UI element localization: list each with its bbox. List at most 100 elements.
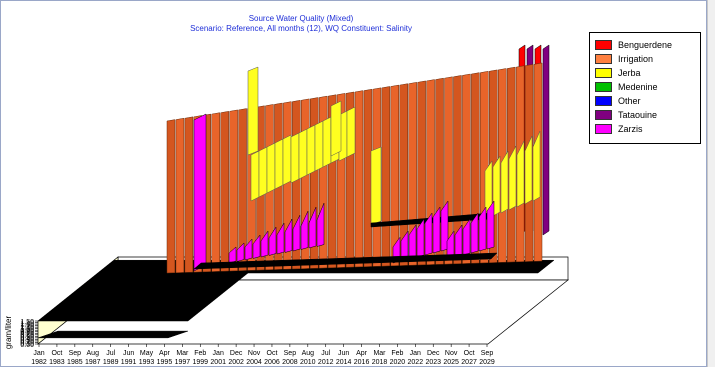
series-benguerdene-bar	[542, 44, 550, 236]
x-tick-label-year: 2010	[300, 359, 316, 366]
series-jerba-bar	[274, 138, 284, 190]
x-tick-label-year: 1983	[49, 359, 65, 366]
series-irrigation-bar	[381, 86, 391, 267]
series-jerba-spike	[247, 66, 259, 156]
x-tick-label-month: Jul	[321, 350, 330, 357]
x-tick-label-month: Jul	[106, 350, 115, 357]
series-medenine-floor	[193, 252, 498, 270]
series-jerba-bar	[258, 146, 268, 198]
legend-swatch	[595, 53, 612, 64]
x-tick-label-month: Mar	[373, 350, 386, 357]
series-zarzis-bar	[300, 210, 309, 250]
x-tick-label-month: Oct	[267, 350, 278, 357]
legend-item: Tataouine	[595, 109, 657, 120]
y-tick-label: 0.60	[20, 333, 34, 340]
series-irrigation-bar	[166, 119, 176, 274]
x-tick-label-month: Feb	[194, 350, 206, 357]
x-tick-label-month: Apr	[356, 350, 368, 357]
y-tick-label: 0.50	[20, 334, 34, 341]
plot-area: 0.000.100.200.300.400.500.600.700.800.90…	[4, 44, 569, 366]
series-jerba-bar	[314, 120, 324, 172]
series-zarzis-bar	[244, 238, 253, 261]
series-zarzis-bar	[470, 212, 479, 254]
series-zarzis-bar	[236, 242, 245, 262]
x-tick-label-month: Oct	[464, 350, 475, 357]
series-zarzis-bar	[268, 226, 277, 256]
series-zarzis-bar	[292, 214, 301, 252]
chart-subtitle: Scenario: Reference, All months (12), WQ…	[190, 24, 412, 33]
legend: Benguerdene Irrigation Jerba Medenine Other T…	[589, 32, 701, 144]
series-jerba-bar	[508, 145, 517, 211]
x-tick-label-year: 2014	[336, 359, 352, 366]
x-tick-label-month: Oct	[51, 350, 62, 357]
series-jerba-bar	[290, 132, 300, 184]
legend-swatch	[595, 95, 612, 106]
y-axis-label: gram/liter	[4, 315, 13, 349]
x-tick-label-month: Aug	[302, 350, 315, 357]
series-zarzis-bar	[308, 206, 317, 249]
x-tick-label-year: 1995	[157, 359, 173, 366]
series-group	[37, 44, 555, 339]
x-tick-label-year: 2027	[461, 359, 477, 366]
series-irrigation-bar	[211, 112, 220, 272]
series-zarzis-bar	[260, 230, 269, 258]
series-jerba-bar	[250, 150, 260, 202]
x-tick-label-year: 2023	[425, 359, 441, 366]
series-jerba-bar	[492, 155, 501, 217]
x-tick-label-year: 1991	[121, 359, 137, 366]
legend-label: Zarzis	[618, 123, 643, 134]
legend-label: Other	[618, 95, 641, 106]
x-tick-label-year: 2001	[210, 359, 226, 366]
y-tick-label: 0.10	[20, 340, 34, 347]
series-jerba-spike	[330, 100, 342, 157]
y-tick-label: 0.90	[20, 328, 34, 335]
y-tick-label: 1.50	[20, 319, 34, 326]
legend-swatch	[595, 39, 612, 50]
x-tick-label-month: Sep	[284, 350, 297, 357]
series-zarzis-bar	[284, 218, 293, 253]
x-tick-label-year: 2018	[372, 359, 388, 366]
y-tick-label: 1.10	[20, 325, 34, 332]
legend-swatch	[595, 109, 612, 120]
x-tick-label-month: Jan	[213, 350, 224, 357]
series-irrigation-bar	[354, 90, 364, 268]
x-tick-label-year: 1989	[103, 359, 119, 366]
legend-item: Benguerdene	[595, 39, 672, 50]
series-irrigation-bar	[390, 84, 400, 267]
x-tick-label-year: 2006	[264, 359, 280, 366]
y-tick-label: 1.30	[20, 322, 34, 329]
x-tick-label-month: Apr	[159, 350, 171, 357]
y-tick-label: 0.00	[20, 342, 34, 349]
x-tick-label-month: Jun	[123, 350, 134, 357]
x-tick-label-year: 1993	[139, 359, 155, 366]
vertical-scrollbar[interactable]	[707, 0, 715, 367]
series-jerba-bar	[532, 130, 541, 202]
legend-swatch	[595, 123, 612, 134]
legend-label: Benguerdene	[618, 39, 673, 50]
series-jerba-bar	[524, 135, 533, 205]
series-jerba-bar	[500, 150, 509, 214]
series-irrigation-floor	[37, 330, 189, 339]
legend-label: Tataouine	[618, 109, 658, 120]
legend-swatch	[595, 81, 612, 92]
series-jerba-bar	[266, 142, 276, 194]
x-tick-label-month: Dec	[230, 350, 243, 357]
series-zarzis-bar	[424, 212, 433, 256]
x-tick-label-month: Jun	[338, 350, 349, 357]
x-tick-label-month: Mar	[176, 350, 189, 357]
x-tick-label-year: 2004	[246, 359, 262, 366]
legend-item: Zarzis	[595, 123, 643, 134]
legend-item: Other	[595, 95, 641, 106]
x-tick-label-year: 2002	[228, 359, 244, 366]
series-zarzis-bar	[486, 200, 495, 250]
series-benguerdene-top	[37, 272, 249, 322]
series-jerba-bar	[298, 128, 308, 180]
x-tick-label-year: 2020	[390, 359, 406, 366]
series-irrigation-bar	[175, 117, 185, 273]
series-zarzis-bar	[440, 200, 449, 252]
x-tick-label-year: 1999	[192, 359, 208, 366]
x-tick-label-year: 1997	[175, 359, 191, 366]
x-tick-label-year: 2029	[479, 359, 495, 366]
x-tick-label-month: Nov	[445, 350, 458, 357]
